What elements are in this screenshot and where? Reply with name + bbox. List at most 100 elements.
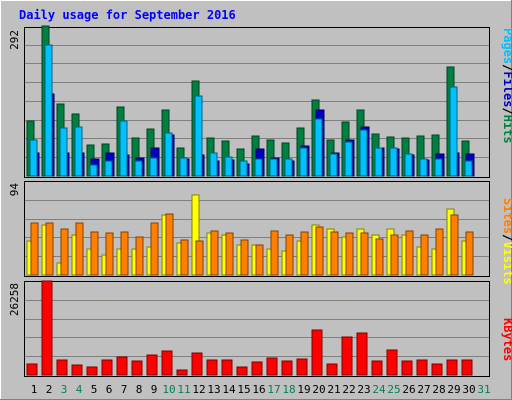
pages-bar [59, 127, 68, 177]
kbytes-bar [71, 364, 83, 376]
x-tick-label: 20 [312, 383, 325, 396]
sites-bar [330, 231, 339, 276]
x-tick-label: 29 [447, 383, 460, 396]
kbytes-bar [266, 357, 278, 376]
x-tick-label: 30 [462, 383, 475, 396]
kbytes-bar [41, 280, 53, 376]
x-tick-label: 6 [106, 383, 113, 396]
x-tick-label: 10 [162, 383, 175, 396]
kbytes-bar [386, 349, 398, 376]
sites-bar [30, 222, 39, 276]
legend-pages: Hits [501, 115, 512, 144]
sites-bar [240, 239, 249, 276]
hits-panel-frame [24, 27, 490, 178]
kbytes-bar [446, 359, 458, 376]
x-tick-label: 2 [46, 383, 53, 396]
pages-bar [404, 153, 413, 177]
pages-bar [389, 147, 398, 177]
x-tick-label: 16 [252, 383, 265, 396]
x-tick-label: 24 [372, 383, 386, 396]
x-tick-label: 23 [357, 383, 370, 396]
kbytes-bar [26, 363, 38, 376]
pages-bar [314, 118, 323, 177]
legend-hits-files-pages: Pages/Files/Hits [501, 28, 512, 144]
pages-bar [434, 158, 443, 177]
kbytes-bar [191, 352, 203, 376]
kbytes-bar [356, 332, 368, 376]
kbytes-bar [206, 359, 218, 376]
kbytes-bar [176, 369, 188, 376]
kbytes-bar [311, 329, 323, 376]
x-axis-day-labels: 1 2 3 4 5 6 7 8 9 10 11 12 13 14 15 16 17 18 19 20 21 22 23 24 2… [31, 383, 491, 396]
sites-bar [90, 231, 99, 276]
kbytes-panel-frame [24, 281, 490, 377]
x-tick-label: 17 [267, 383, 280, 396]
pages-bar [269, 158, 278, 177]
pages-bar [254, 158, 263, 177]
kbytes-bar [461, 359, 473, 376]
pages-bar [134, 160, 143, 177]
sites-bar [270, 230, 279, 276]
kbytes-bar [146, 354, 158, 376]
kbytes-bar [431, 363, 443, 376]
sites-bar [375, 238, 384, 276]
x-tick-label: 3 [61, 383, 68, 396]
sites-bar [360, 232, 369, 276]
x-tick-label: 18 [282, 383, 295, 396]
x-tick-label: 8 [136, 383, 143, 396]
sites-bar [345, 232, 354, 276]
hits-y-max-label: 292 [8, 30, 21, 50]
sites-bar [135, 236, 144, 276]
sites-bar [420, 234, 429, 276]
sites-bar [390, 234, 399, 276]
pages-bar [89, 164, 98, 177]
kbytes-bar [56, 359, 68, 376]
pages-bar [119, 120, 128, 177]
x-tick-label: 22 [342, 383, 355, 396]
x-tick-label: 19 [297, 383, 310, 396]
visits-y-max-label: 94 [8, 183, 21, 197]
sites-bar [165, 213, 174, 276]
sites-bar [285, 234, 294, 276]
pages-bar [329, 153, 338, 177]
sites-bar [180, 239, 189, 276]
pages-bar [299, 147, 308, 177]
legend-kbytes: KBytes [501, 318, 512, 361]
pages-bar [209, 152, 218, 177]
legend-separator: / [501, 107, 512, 114]
legend-files: Files [501, 71, 512, 107]
x-tick-label: 14 [222, 383, 236, 396]
sites-bar [405, 230, 414, 276]
pages-bar [374, 147, 383, 177]
sites-bar [150, 222, 159, 276]
sites-bar [45, 222, 54, 276]
sites-bar [300, 231, 309, 276]
kbytes-bar [296, 358, 308, 376]
x-tick-label: 11 [177, 383, 190, 396]
pages-bar [284, 158, 293, 177]
kbytes-bar [221, 359, 233, 376]
chart-title: Daily usage for September 2016 [19, 8, 236, 22]
sites-bar [105, 232, 114, 276]
legend-sites: Visits [501, 241, 512, 284]
kbytes-bar [131, 360, 143, 376]
kbytes-bar [371, 360, 383, 376]
x-tick-label: 28 [432, 383, 445, 396]
pages-bar [224, 156, 233, 177]
x-tick-label: 9 [151, 383, 158, 396]
sites-bar [315, 226, 324, 276]
x-tick-label: 21 [327, 383, 340, 396]
sites-visits-panel [25, 194, 489, 276]
kbytes-bar [281, 360, 293, 376]
kbytes-bar [326, 363, 338, 376]
pages-bar [464, 160, 473, 177]
legend-separator: / [501, 234, 512, 241]
x-tick-label: 31 [477, 383, 490, 396]
kbytes-bar [401, 360, 413, 376]
x-tick-label: 12 [192, 383, 205, 396]
sites-bar [255, 244, 264, 276]
pages-bar [74, 126, 83, 177]
pages-bar [449, 86, 458, 177]
pages-bar [164, 132, 173, 177]
